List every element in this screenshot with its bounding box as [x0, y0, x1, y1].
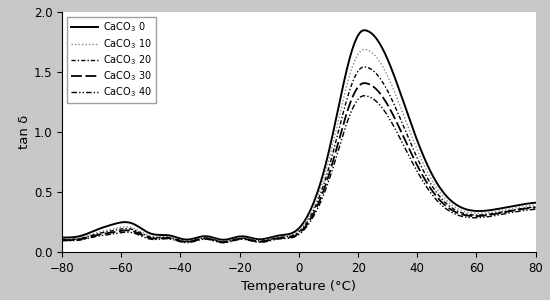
Legend: CaCO$_3$ 0, CaCO$_3$ 10, CaCO$_3$ 20, CaCO$_3$ 30, CaCO$_3$ 40: CaCO$_3$ 0, CaCO$_3$ 10, CaCO$_3$ 20, Ca… [67, 17, 156, 103]
Y-axis label: tan δ: tan δ [18, 115, 31, 149]
X-axis label: Temperature (°C): Temperature (°C) [241, 280, 356, 293]
